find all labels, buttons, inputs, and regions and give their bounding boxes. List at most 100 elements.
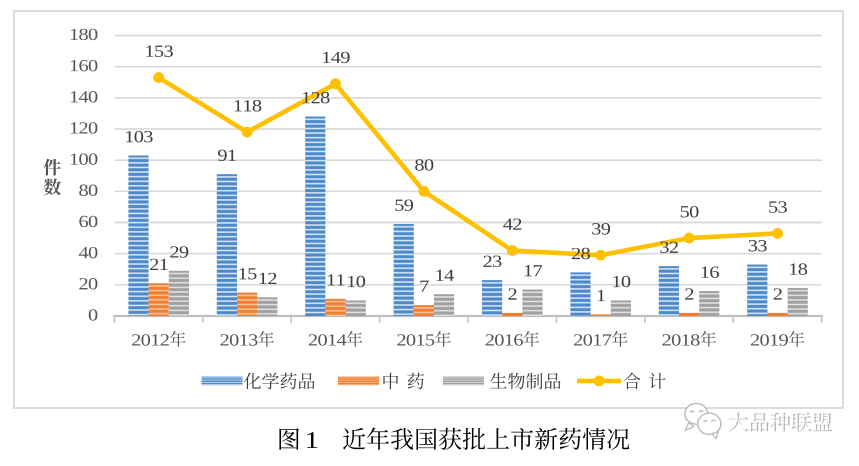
legend xyxy=(201,372,666,390)
glyph xyxy=(323,51,331,64)
glyph xyxy=(581,247,590,260)
legend-item xyxy=(443,372,561,390)
glyph xyxy=(770,334,778,346)
x-category-label xyxy=(220,330,274,347)
glyph xyxy=(812,412,833,432)
glyph xyxy=(239,268,247,280)
legend-item xyxy=(338,372,424,390)
glyph xyxy=(327,274,335,286)
glyph xyxy=(559,427,582,450)
glyph xyxy=(495,334,504,346)
bar-data-label xyxy=(436,269,454,281)
y-tick-label xyxy=(70,28,98,41)
glyph xyxy=(790,410,810,431)
y-tick-label xyxy=(70,153,98,165)
glyph xyxy=(70,59,78,72)
glyph xyxy=(778,201,787,213)
glyph xyxy=(397,334,406,346)
bar xyxy=(482,280,503,316)
glyph xyxy=(280,372,297,390)
glyph xyxy=(249,334,258,346)
glyph xyxy=(444,269,454,281)
glyph xyxy=(164,45,173,57)
bar-data-label xyxy=(701,266,719,278)
bar-data-label xyxy=(660,241,678,254)
glyph xyxy=(259,272,267,284)
glyph xyxy=(582,427,606,450)
glyph xyxy=(391,428,414,450)
glyph xyxy=(415,159,424,171)
glyph xyxy=(593,334,602,346)
x-category-label xyxy=(132,330,186,347)
glyph xyxy=(279,428,300,450)
bar-data-label xyxy=(150,258,168,270)
glyph xyxy=(426,334,435,346)
glyph xyxy=(79,28,88,41)
bar xyxy=(237,292,258,316)
glyph xyxy=(88,122,98,134)
glyph xyxy=(750,334,760,346)
glyph xyxy=(179,246,189,258)
bar xyxy=(699,291,720,316)
line-data-label xyxy=(592,223,611,235)
glyph xyxy=(503,218,513,230)
bar-data-label xyxy=(218,149,236,162)
line-data-label xyxy=(323,51,350,64)
glyph xyxy=(228,149,236,161)
glyph xyxy=(490,372,507,389)
bar-data-label xyxy=(597,289,605,302)
glyph xyxy=(79,122,88,134)
glyph xyxy=(151,334,160,346)
glyph xyxy=(331,51,341,64)
glyph xyxy=(770,412,791,432)
glyph xyxy=(88,184,98,197)
watermark-bubble-front-icon xyxy=(697,412,722,440)
glyph xyxy=(749,411,768,431)
glyph xyxy=(70,28,78,40)
line-marker xyxy=(330,78,341,90)
glyph xyxy=(436,269,444,281)
glyph xyxy=(680,206,689,218)
glyph xyxy=(592,223,601,235)
bar xyxy=(767,312,788,316)
caption-text xyxy=(279,427,630,450)
glyph xyxy=(155,45,164,57)
glyph xyxy=(78,246,89,259)
bar xyxy=(434,294,455,316)
y-tick-label xyxy=(79,278,98,290)
glyph xyxy=(508,288,517,300)
bar-data-label xyxy=(395,199,414,211)
glyph xyxy=(487,428,510,449)
y-tick-label xyxy=(88,309,98,321)
glyph xyxy=(307,432,318,448)
glyph xyxy=(420,280,429,292)
legend-swatch xyxy=(338,376,379,386)
glyph xyxy=(669,241,678,253)
glyph xyxy=(649,372,666,390)
glyph xyxy=(583,334,593,346)
glyph xyxy=(571,247,581,260)
glyph xyxy=(79,59,89,72)
glyph xyxy=(88,215,98,228)
glyph xyxy=(229,334,239,346)
glyph xyxy=(88,28,98,41)
glyph xyxy=(685,288,694,300)
glyph xyxy=(336,334,347,346)
glyph xyxy=(601,223,611,235)
bar xyxy=(590,314,611,316)
x-axis-category-labels xyxy=(132,330,805,347)
glyph xyxy=(728,412,749,432)
bar xyxy=(679,312,700,316)
x-category-label xyxy=(397,330,451,347)
y-axis-tick-labels xyxy=(70,28,98,321)
glyph xyxy=(798,263,808,275)
x-category-label xyxy=(308,330,363,347)
glyph xyxy=(88,246,98,259)
bar xyxy=(522,289,543,316)
glyph xyxy=(789,263,798,275)
glyph xyxy=(79,153,88,165)
y-tick-label xyxy=(70,122,98,134)
glyph xyxy=(268,272,277,284)
legend-item xyxy=(201,372,315,390)
